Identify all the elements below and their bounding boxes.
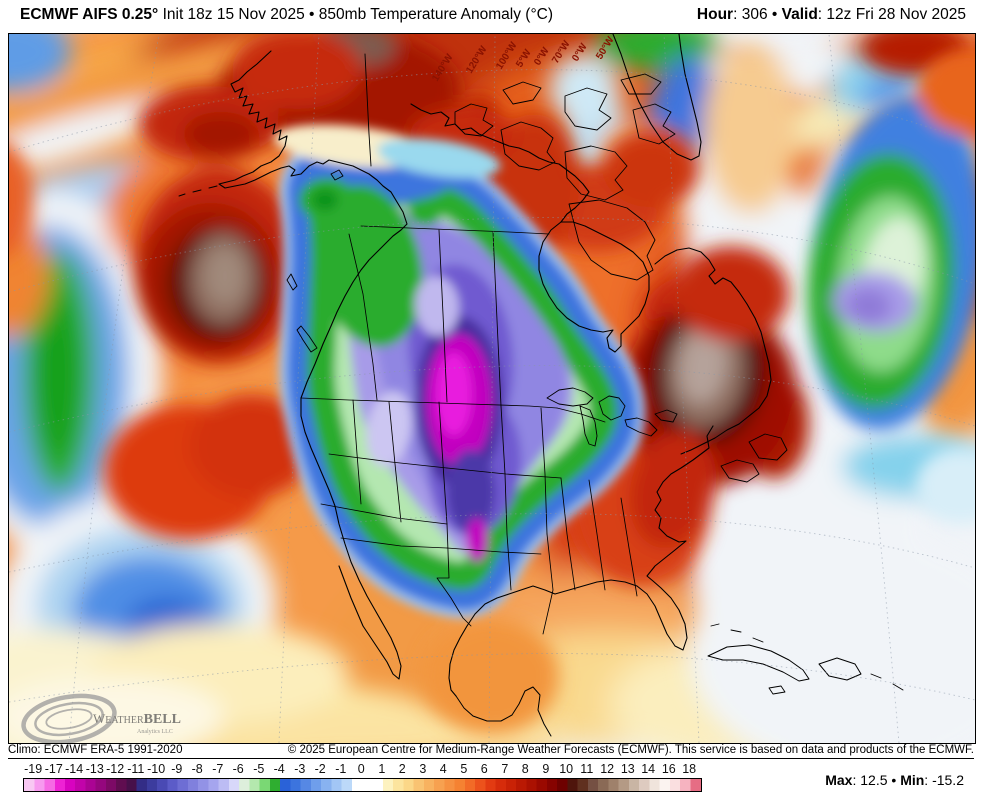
svg-text:Analytics LLC: Analytics LLC: [137, 729, 173, 735]
svg-text:WEATHERBELL: WEATHERBELL: [93, 711, 181, 727]
